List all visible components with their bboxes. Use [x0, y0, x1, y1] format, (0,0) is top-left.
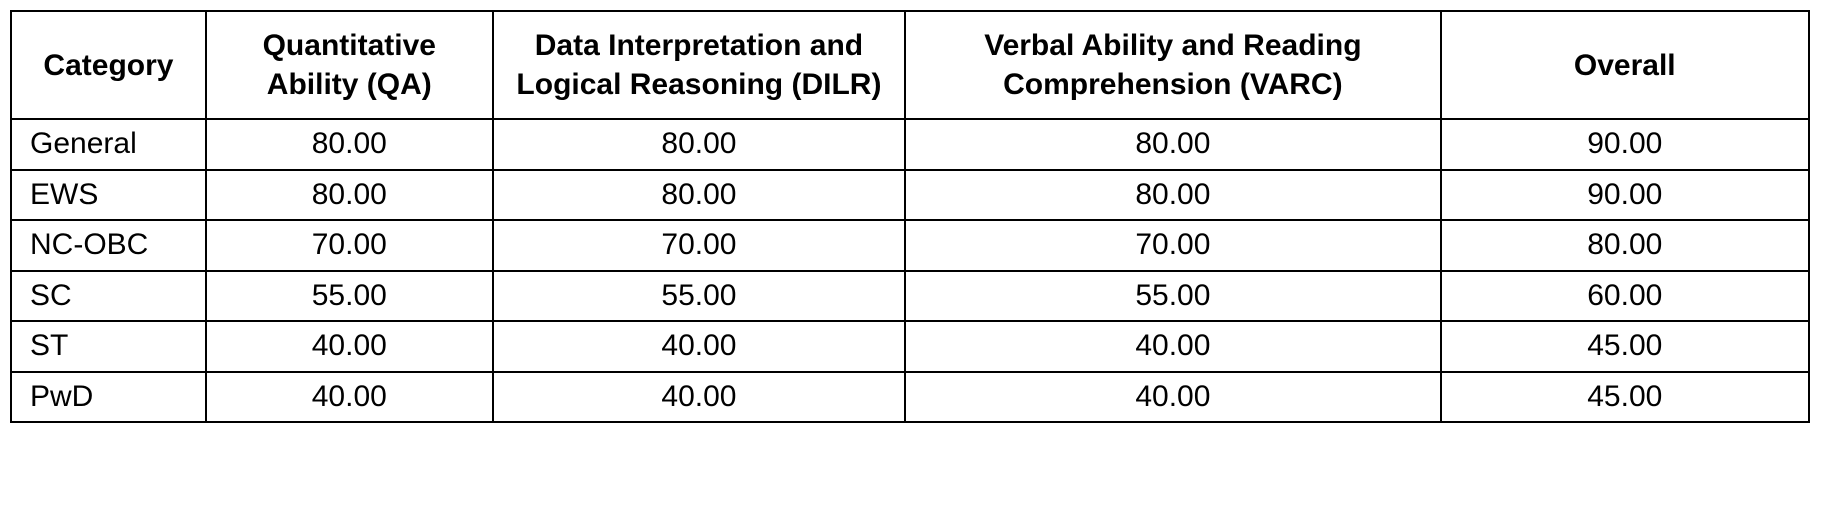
cell-dilr: 40.00 — [493, 321, 906, 372]
table-row: PwD 40.00 40.00 40.00 45.00 — [11, 372, 1809, 423]
cell-varc: 80.00 — [905, 170, 1440, 221]
table-header-row: Category Quantitative Ability (QA) Data … — [11, 11, 1809, 119]
cell-category: EWS — [11, 170, 206, 221]
cell-category: PwD — [11, 372, 206, 423]
table-row: ST 40.00 40.00 40.00 45.00 — [11, 321, 1809, 372]
cell-varc: 40.00 — [905, 321, 1440, 372]
table-row: SC 55.00 55.00 55.00 60.00 — [11, 271, 1809, 322]
col-header-qa: Quantitative Ability (QA) — [206, 11, 493, 119]
cell-dilr: 40.00 — [493, 372, 906, 423]
cell-qa: 80.00 — [206, 119, 493, 170]
cell-overall: 45.00 — [1441, 372, 1809, 423]
cell-category: ST — [11, 321, 206, 372]
col-header-varc: Verbal Ability and Reading Comprehension… — [905, 11, 1440, 119]
cell-qa: 55.00 — [206, 271, 493, 322]
table-row: EWS 80.00 80.00 80.00 90.00 — [11, 170, 1809, 221]
cell-overall: 90.00 — [1441, 119, 1809, 170]
cell-varc: 70.00 — [905, 220, 1440, 271]
cell-qa: 70.00 — [206, 220, 493, 271]
cell-dilr: 70.00 — [493, 220, 906, 271]
cell-overall: 45.00 — [1441, 321, 1809, 372]
cell-dilr: 80.00 — [493, 119, 906, 170]
cell-category: General — [11, 119, 206, 170]
cell-varc: 40.00 — [905, 372, 1440, 423]
cell-qa: 40.00 — [206, 321, 493, 372]
col-header-category: Category — [11, 11, 206, 119]
cell-overall: 90.00 — [1441, 170, 1809, 221]
cell-qa: 80.00 — [206, 170, 493, 221]
cell-overall: 80.00 — [1441, 220, 1809, 271]
cell-dilr: 80.00 — [493, 170, 906, 221]
cell-varc: 55.00 — [905, 271, 1440, 322]
cell-dilr: 55.00 — [493, 271, 906, 322]
cell-qa: 40.00 — [206, 372, 493, 423]
col-header-overall: Overall — [1441, 11, 1809, 119]
col-header-dilr: Data Interpretation and Logical Reasonin… — [493, 11, 906, 119]
cell-category: SC — [11, 271, 206, 322]
cutoff-table: Category Quantitative Ability (QA) Data … — [10, 10, 1810, 423]
cell-overall: 60.00 — [1441, 271, 1809, 322]
cell-varc: 80.00 — [905, 119, 1440, 170]
table-row: NC-OBC 70.00 70.00 70.00 80.00 — [11, 220, 1809, 271]
table-row: General 80.00 80.00 80.00 90.00 — [11, 119, 1809, 170]
cell-category: NC-OBC — [11, 220, 206, 271]
